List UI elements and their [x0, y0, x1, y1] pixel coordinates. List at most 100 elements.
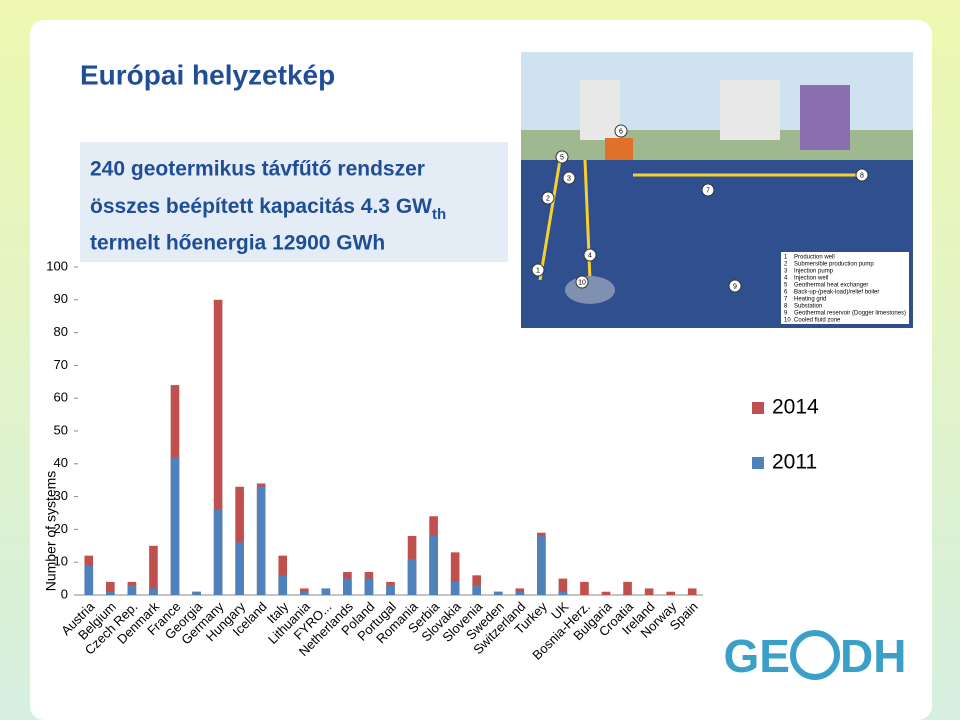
- diagram-marker: [575, 275, 589, 289]
- diagram-number: 7: [706, 187, 710, 194]
- bar: [450, 552, 460, 595]
- diagram-building: [580, 80, 620, 140]
- y-tick-label: 60: [54, 390, 68, 405]
- diagram-number: 6: [619, 128, 623, 135]
- info-line: összes beépített kapacitás 4.3 GWth: [90, 195, 446, 223]
- diagram-number: 1: [536, 267, 540, 274]
- y-tick-label: 10: [54, 554, 68, 569]
- bar: [149, 588, 158, 595]
- y-tick-label: 100: [46, 258, 68, 273]
- diagram-number: 10: [578, 279, 586, 286]
- bar: [235, 542, 244, 595]
- legend-label: 2014: [772, 396, 819, 419]
- diagram-marker: [555, 150, 569, 164]
- diagram-number: 3: [567, 175, 571, 182]
- diagram-marker: [701, 183, 715, 197]
- diagram-legend-text: Injection well: [794, 276, 828, 282]
- bar: [386, 585, 395, 595]
- legend-swatch: [752, 402, 764, 414]
- y-tick-label: 0: [61, 586, 68, 601]
- bar: [192, 591, 201, 595]
- y-tick-label: 30: [54, 488, 68, 503]
- diagram-number: 9: [733, 283, 737, 290]
- bar: [687, 588, 697, 595]
- bar: [450, 581, 460, 595]
- bar: [213, 509, 223, 595]
- diagram-legend-number: 8: [784, 304, 788, 310]
- bar: [149, 545, 158, 595]
- info-box: [80, 142, 508, 262]
- diagram-marker: [614, 124, 628, 138]
- y-tick-label: 50: [54, 422, 68, 437]
- bar: [256, 486, 266, 595]
- diagram-marker: [541, 191, 555, 205]
- diagram-legend-number: 9: [784, 311, 788, 317]
- diagram-number: 4: [588, 252, 592, 259]
- diagram: 1 1 Production well 2 2 Submersible productio…: [521, 52, 913, 328]
- bar: [537, 535, 546, 595]
- bar: [429, 535, 438, 595]
- bar: [493, 591, 503, 595]
- diagram-legend-text: Injection pump: [794, 269, 834, 275]
- bar: [666, 591, 675, 595]
- diagram-legend: [781, 252, 909, 324]
- bar: [321, 588, 331, 595]
- diagram-legend-text: Geothermal heat exchanger: [794, 283, 868, 289]
- y-tick-label: 80: [54, 324, 68, 339]
- diagram-legend-text: Heating grid: [794, 297, 826, 303]
- bar: [106, 581, 115, 595]
- diagram-legend-text: Substation: [794, 304, 822, 310]
- bar: [601, 591, 611, 595]
- diagram-plant: [605, 138, 633, 160]
- legend-swatch: [752, 457, 764, 469]
- diagram-legend-number: 3: [784, 269, 788, 275]
- diagram-building: [720, 80, 780, 140]
- bar: [515, 591, 525, 595]
- bar: [127, 585, 137, 595]
- bar: [213, 299, 223, 595]
- logo-o: [790, 630, 840, 680]
- diagram-number: 2: [546, 195, 550, 202]
- bar: [299, 591, 309, 595]
- y-tick-label: 90: [54, 291, 68, 306]
- bar: [343, 578, 352, 595]
- bar: [84, 565, 94, 595]
- bar: [364, 578, 374, 595]
- diagram-number: 8: [860, 172, 864, 179]
- diagram-legend-number: 2: [784, 262, 788, 268]
- diagram-legend-text: Cooled fluid zone: [794, 318, 841, 324]
- bar: [623, 581, 632, 595]
- slide-title: Európai helyzetkép: [80, 59, 335, 90]
- diagram-marker: [728, 279, 742, 293]
- diagram-ground: [521, 130, 913, 160]
- diagram-marker: [531, 263, 545, 277]
- diagram-marker: [583, 248, 597, 262]
- y-tick-label: 70: [54, 357, 68, 372]
- bar: [580, 581, 589, 595]
- bar: [106, 591, 115, 595]
- bar: [170, 457, 180, 595]
- y-axis-label: Number of systems: [43, 471, 59, 592]
- diagram-legend-text: Geothermal reservoir (Dogger limestones): [794, 311, 906, 317]
- diagram-legend-text: Back-up-(peak-load)/relief boiler: [794, 290, 879, 296]
- diagram-legend-number: 5: [784, 283, 788, 289]
- diagram-legend-number: 6: [784, 290, 788, 296]
- y-tick-label: 20: [54, 521, 68, 536]
- diagram-zone: [565, 276, 615, 304]
- bar: [644, 588, 654, 595]
- diagram-marker: [855, 168, 869, 182]
- bar: [278, 575, 288, 595]
- bar: [558, 591, 568, 595]
- info-line: 240 geotermikus távfűtő rendszer: [90, 158, 425, 181]
- diagram-legend-number: 4: [784, 276, 788, 282]
- diagram-marker: [562, 171, 576, 185]
- diagram-legend-number: 10: [784, 318, 791, 324]
- diagram-legend-number: 7: [784, 297, 788, 303]
- diagram-legend-text: Submersible production pump: [794, 262, 874, 268]
- logo-text: DH: [840, 630, 906, 682]
- legend-label: 2011: [772, 451, 817, 474]
- info-line: termelt hőenergia 12900 GWh: [90, 232, 385, 255]
- bar: [407, 558, 417, 595]
